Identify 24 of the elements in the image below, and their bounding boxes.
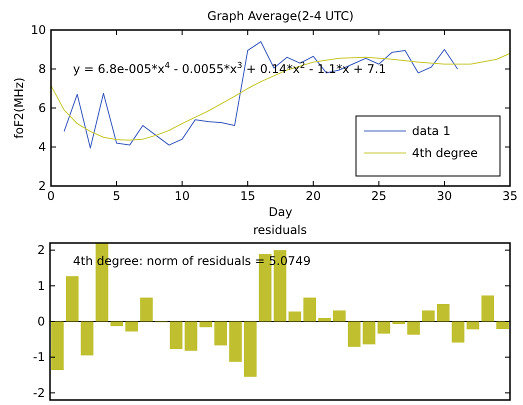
x-tick-label: 0 bbox=[47, 189, 55, 203]
chart-title: residuals bbox=[253, 223, 307, 237]
y-tick-label: 6 bbox=[38, 101, 46, 115]
x-tick-label: 20 bbox=[306, 189, 321, 203]
y-tick-label: 2 bbox=[38, 179, 46, 193]
y-tick-label: -2 bbox=[33, 386, 45, 400]
x-tick-label: 10 bbox=[174, 189, 190, 203]
x-tick-label: 30 bbox=[436, 189, 452, 203]
x-tick-label: 5 bbox=[112, 189, 120, 203]
x-tick-label: 35 bbox=[502, 189, 518, 203]
y-tick-label: 8 bbox=[38, 62, 46, 76]
y-tick-label: 10 bbox=[30, 23, 46, 37]
legend-label: data 1 bbox=[412, 124, 450, 138]
y-tick-label: 1 bbox=[37, 278, 45, 293]
x-tick-label: 15 bbox=[240, 189, 256, 203]
chart-title: Graph Average(2-4 UTC) bbox=[207, 9, 354, 23]
y-axis-title: foF2(MHz) bbox=[12, 77, 26, 139]
y-tick-label: 2 bbox=[37, 243, 45, 258]
y-tick-label: 4 bbox=[38, 140, 46, 154]
y-tick-label: 0 bbox=[37, 314, 45, 328]
x-axis-title: Day bbox=[268, 205, 292, 219]
legend-label: 4th degree bbox=[412, 146, 478, 160]
y-tick-label: -1 bbox=[33, 350, 45, 364]
x-tick-label: 25 bbox=[371, 189, 386, 203]
